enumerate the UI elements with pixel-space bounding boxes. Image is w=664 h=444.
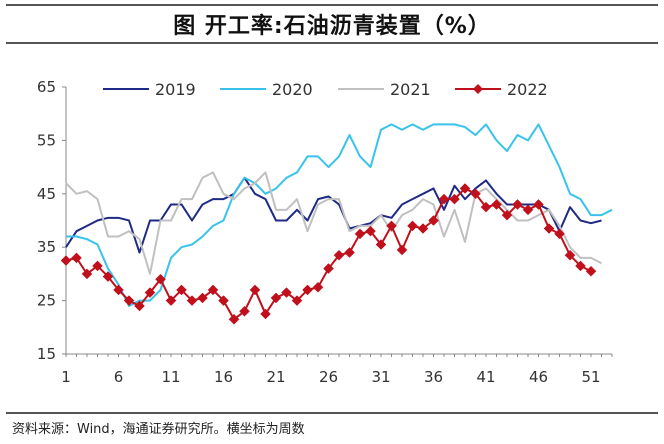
data-point-2022 bbox=[71, 252, 82, 264]
page-title: 图 开工率:石油沥青装置（%） bbox=[173, 14, 491, 39]
data-point-2022 bbox=[123, 295, 135, 306]
x-tick-label: 31 bbox=[371, 368, 390, 386]
legend-label-2022: 2022 bbox=[507, 80, 548, 99]
series-line-2020 bbox=[66, 123, 613, 307]
legend-label-2019: 2019 bbox=[155, 80, 196, 99]
x-tick-label: 41 bbox=[476, 368, 495, 386]
data-point-2022 bbox=[281, 287, 292, 298]
data-point-2022 bbox=[134, 300, 145, 312]
data-point-2022 bbox=[501, 209, 513, 221]
x-tick-label: 11 bbox=[161, 368, 180, 386]
data-point-2022 bbox=[396, 244, 408, 256]
data-point-2022 bbox=[564, 249, 576, 261]
y-tick-label: 15 bbox=[37, 345, 56, 363]
x-tick-label: 46 bbox=[529, 368, 548, 386]
data-point-2022 bbox=[522, 204, 534, 216]
data-point-2022 bbox=[239, 305, 250, 317]
data-point-2022 bbox=[438, 193, 450, 205]
x-tick-label: 6 bbox=[114, 368, 124, 386]
data-point-2022 bbox=[375, 239, 387, 250]
data-point-2022 bbox=[354, 228, 366, 240]
data-point-2022 bbox=[480, 201, 492, 213]
data-point-2022 bbox=[197, 292, 208, 304]
data-point-2022 bbox=[102, 271, 114, 282]
data-point-2022 bbox=[113, 284, 124, 296]
data-point-2022 bbox=[585, 265, 597, 277]
x-tick-label: 26 bbox=[319, 368, 338, 386]
legend-label-2021: 2021 bbox=[390, 80, 431, 99]
data-point-2022 bbox=[92, 260, 103, 272]
data-point-2022 bbox=[428, 215, 439, 226]
data-point-2022 bbox=[575, 260, 586, 272]
data-point-2022 bbox=[365, 225, 376, 237]
data-point-2022 bbox=[81, 268, 93, 280]
data-point-2022 bbox=[165, 295, 177, 306]
bottom-divider bbox=[6, 412, 658, 414]
legend: 2019 2020 2021 2022 bbox=[103, 80, 548, 99]
data-point-2022 bbox=[407, 220, 418, 232]
x-tick-label: 1 bbox=[61, 368, 71, 386]
data-point-2022 bbox=[260, 308, 271, 320]
data-point-2022 bbox=[554, 228, 565, 240]
data-point-2022 bbox=[323, 263, 334, 274]
title-bar: 图 开工率:石油沥青装置（%） bbox=[6, 4, 658, 44]
y-tick-label: 35 bbox=[37, 238, 56, 256]
data-point-2022 bbox=[344, 247, 355, 258]
y-tick-label: 45 bbox=[37, 185, 56, 203]
data-point-2022 bbox=[470, 188, 481, 200]
data-point-2022 bbox=[291, 295, 303, 306]
data-point-2022 bbox=[543, 223, 555, 234]
y-tick-label: 25 bbox=[37, 292, 56, 310]
data-point-2022 bbox=[417, 223, 429, 234]
source-note: 资料来源：Wind，海通证券研究所。横坐标为周数 bbox=[12, 422, 305, 437]
data-point-2022 bbox=[186, 295, 198, 306]
y-tick-label: 65 bbox=[37, 78, 56, 96]
data-point-2022 bbox=[449, 193, 460, 205]
data-point-2022 bbox=[386, 220, 397, 232]
x-tick-label: 21 bbox=[266, 368, 285, 386]
data-point-2022 bbox=[270, 292, 282, 304]
data-point-2022 bbox=[533, 199, 544, 210]
data-point-2022 bbox=[512, 199, 523, 210]
data-point-2022 bbox=[144, 287, 156, 298]
legend-label-2020: 2020 bbox=[272, 80, 313, 99]
series-layer bbox=[60, 123, 613, 325]
data-point-2022 bbox=[312, 281, 324, 293]
legend-marker-2022 bbox=[473, 84, 483, 94]
data-point-2022 bbox=[333, 249, 345, 261]
data-point-2022 bbox=[207, 284, 219, 296]
y-tick-label: 55 bbox=[37, 131, 56, 149]
series-line-2021 bbox=[65, 171, 602, 275]
data-point-2022 bbox=[228, 313, 240, 325]
data-point-2022 bbox=[491, 199, 502, 210]
data-point-2022 bbox=[459, 183, 471, 194]
data-point-2022 bbox=[302, 284, 313, 296]
data-point-2022 bbox=[249, 284, 261, 296]
data-point-2022 bbox=[155, 273, 166, 285]
x-tick-label: 16 bbox=[214, 368, 233, 386]
data-point-2022 bbox=[60, 255, 72, 266]
x-tick-label: 36 bbox=[424, 368, 443, 386]
series-line-2019 bbox=[65, 176, 602, 254]
data-point-2022 bbox=[176, 284, 187, 296]
data-point-2022 bbox=[218, 295, 229, 306]
x-tick-label: 51 bbox=[581, 368, 600, 386]
